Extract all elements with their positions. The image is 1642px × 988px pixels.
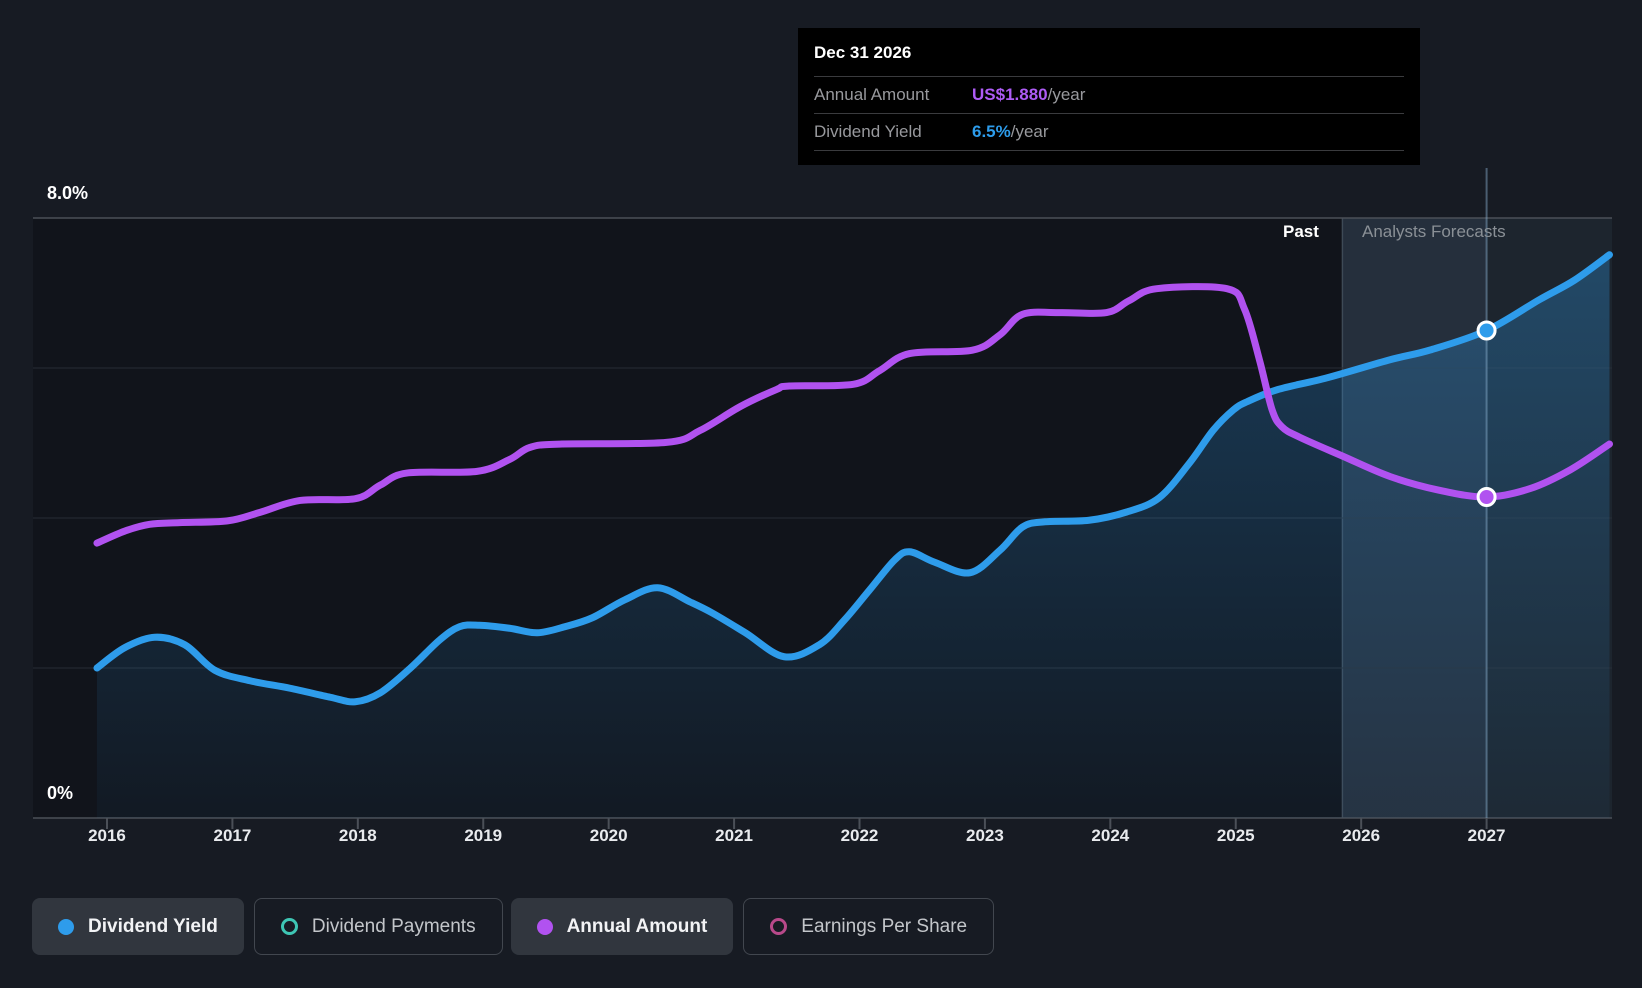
x-tick-label: 2026 — [1342, 826, 1381, 845]
y-axis-bottom-label: 0% — [47, 783, 74, 803]
annual-amount-marker[interactable] — [1476, 486, 1497, 507]
annual-amount-line — [93, 283, 1613, 547]
dividend-yield-area-fill — [96, 254, 1610, 818]
x-tick-label: 2023 — [965, 826, 1004, 845]
legend-button-dividend-yield[interactable]: Dividend Yield — [32, 898, 244, 955]
x-tick-label: 2027 — [1467, 826, 1506, 845]
dividend-yield-marker[interactable] — [1476, 320, 1497, 341]
earnings-per-share-ring-icon — [770, 918, 788, 935]
legend-label: Earnings Per Share — [801, 915, 968, 937]
tooltip-suffix: /year — [1047, 85, 1086, 104]
legend-button-dividend-payments[interactable]: Dividend Payments — [253, 898, 503, 955]
chart-tooltip: Dec 31 2026 Annual Amount US$1.880 /year… — [798, 28, 1420, 165]
legend-label: Dividend Payments — [311, 915, 476, 937]
tooltip-suffix: /year — [1010, 122, 1049, 141]
dividend-yield-dot-icon — [58, 918, 74, 935]
annual-amount-dot-icon — [536, 918, 553, 935]
x-tick-label: 2020 — [589, 826, 628, 845]
forecast-zone-label: Analysts Forecasts — [1362, 222, 1506, 241]
legend-button-annual-amount[interactable]: Annual Amount — [510, 898, 734, 955]
x-tick-label: 2017 — [213, 826, 252, 845]
legend-label: Annual Amount — [566, 915, 708, 937]
x-tick-label: 2018 — [338, 826, 377, 845]
dividend-yield-line — [93, 251, 1613, 706]
tooltip-label: Dividend Yield — [814, 122, 922, 141]
x-tick-label: 2016 — [88, 826, 126, 845]
tooltip-row-annual-amount: Annual Amount US$1.880 /year — [814, 77, 1404, 114]
chart-legend: Dividend Yield Dividend Payments Annual … — [32, 898, 995, 955]
x-tick-label: 2022 — [840, 826, 879, 845]
tooltip-value: 6.5% — [972, 122, 1011, 141]
tooltip-row-dividend-yield: Dividend Yield 6.5% /year — [814, 114, 1404, 151]
tooltip-label: Annual Amount — [814, 85, 930, 104]
tooltip-value: US$1.880 — [972, 85, 1048, 104]
x-tick-label: 2025 — [1216, 826, 1255, 845]
legend-button-earnings-per-share[interactable]: Earnings Per Share — [743, 898, 995, 955]
y-axis-top-label: 8.0% — [47, 183, 89, 203]
past-zone-label: Past — [1283, 222, 1319, 241]
x-tick-label: 2024 — [1091, 826, 1130, 845]
legend-label: Dividend Yield — [88, 915, 218, 937]
dividend-payments-ring-icon — [280, 918, 298, 935]
x-tick-label: 2019 — [464, 826, 503, 845]
tooltip-date: Dec 31 2026 — [814, 28, 1404, 77]
x-tick-label: 2021 — [715, 826, 753, 845]
